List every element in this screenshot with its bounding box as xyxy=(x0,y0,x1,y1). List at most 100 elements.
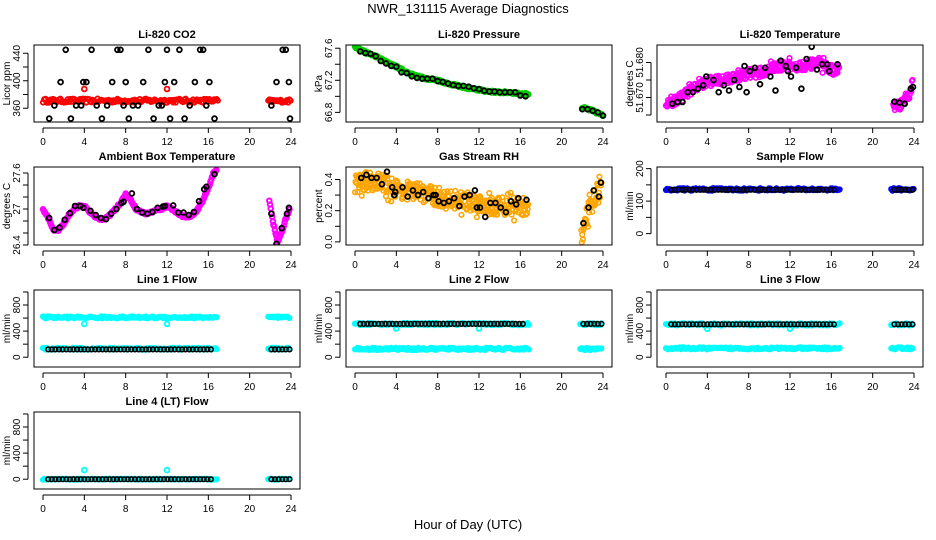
data-point-averages xyxy=(158,102,166,109)
data-point-outliers-cyan xyxy=(163,320,171,328)
x-tick-label: 16 xyxy=(826,382,838,393)
data-point-averages xyxy=(45,476,52,483)
data-point-averages xyxy=(758,321,765,328)
data-point-averages xyxy=(160,346,167,353)
x-tick-label: 16 xyxy=(203,382,215,393)
data-point-averages xyxy=(827,186,834,193)
y-tick-label: 0 xyxy=(635,354,646,360)
data-point-averages xyxy=(400,320,407,328)
data-point-averages xyxy=(432,191,439,199)
x-tick-label: 20 xyxy=(244,504,256,515)
data-point-averages xyxy=(77,476,84,483)
data-point-averages xyxy=(124,476,131,483)
data-point-averages xyxy=(816,321,823,328)
data-point-averages xyxy=(725,321,733,328)
data-point-averages xyxy=(909,83,917,91)
data-point-raw-high xyxy=(286,314,293,322)
data-point-averages xyxy=(436,320,443,328)
data-point-averages xyxy=(819,186,827,193)
data-point-averages xyxy=(139,78,147,86)
data-point-averages xyxy=(783,186,791,193)
data-point-averages xyxy=(704,186,711,193)
x-tick-label: 12 xyxy=(473,137,485,148)
data-point-raw xyxy=(441,188,448,195)
data-point-averages xyxy=(189,346,196,353)
data-point-averages xyxy=(686,186,693,193)
data-point-averages xyxy=(777,57,784,64)
data-point-averages xyxy=(733,321,740,328)
data-point-averages xyxy=(729,321,736,328)
plot-frame xyxy=(33,411,301,490)
data-point-averages xyxy=(124,346,131,353)
x-tick-label: 4 xyxy=(394,260,400,271)
data-point-averages xyxy=(45,115,53,122)
data-point-averages xyxy=(273,240,280,245)
data-point-averages xyxy=(157,346,164,353)
data-point-averages xyxy=(378,180,386,188)
data-point-averages xyxy=(150,115,157,122)
data-point-averages xyxy=(99,346,106,353)
data-point-averages xyxy=(471,187,479,194)
data-point-averages xyxy=(894,321,902,328)
data-point-averages xyxy=(594,109,602,116)
data-point-averages xyxy=(282,476,289,483)
y-tick-label: 440 xyxy=(12,44,23,61)
data-point-averages xyxy=(200,346,207,353)
data-point-averages xyxy=(378,320,386,328)
data-point-averages xyxy=(772,186,780,193)
y-tick-label: 0.2 xyxy=(324,203,335,217)
data-point-averages xyxy=(117,46,124,54)
data-point-averages xyxy=(282,346,289,353)
data-point-averages xyxy=(382,60,390,67)
y-axis-label: ml/min xyxy=(625,191,636,220)
data-point-averages xyxy=(751,321,758,328)
x-tick-label: 12 xyxy=(161,504,173,515)
data-point-averages xyxy=(694,85,702,92)
x-tick-label: 16 xyxy=(203,137,215,148)
y-tick-label: 400 xyxy=(12,322,23,339)
x-tick-label: 16 xyxy=(203,504,215,515)
y-tick-label: 51.670 xyxy=(635,82,646,113)
data-point-averages xyxy=(73,346,81,353)
x-tick-label: 16 xyxy=(515,382,527,393)
y-axis-label: percent xyxy=(314,189,325,223)
data-point-averages xyxy=(725,87,733,94)
data-point-raw xyxy=(436,184,443,191)
data-point-averages xyxy=(268,346,275,353)
data-point-averages xyxy=(279,476,286,483)
data-point-averages xyxy=(99,476,106,483)
data-point-raw-high xyxy=(836,320,843,327)
data-point-averages xyxy=(61,216,68,224)
panel-title: Gas Stream RH xyxy=(439,151,519,163)
x-tick-label: 0 xyxy=(40,260,46,271)
panel-title: Line 1 Flow xyxy=(137,274,197,286)
data-point-averages xyxy=(106,476,113,483)
data-point-averages xyxy=(798,186,805,193)
data-point-averages xyxy=(827,321,834,328)
data-point-averages xyxy=(473,204,481,211)
data-point-averages xyxy=(145,46,152,54)
data-point-averages xyxy=(176,46,183,54)
data-point-averages xyxy=(149,476,157,483)
data-point-averages xyxy=(70,346,77,353)
y-tick-label: 51.680 xyxy=(635,47,646,78)
data-point-averages xyxy=(80,204,87,212)
y-tick-label: 67.2 xyxy=(324,70,335,90)
plot-area xyxy=(351,168,605,245)
data-point-averages xyxy=(476,204,484,211)
data-point-averages xyxy=(512,320,519,328)
data-point-raw xyxy=(213,476,220,483)
data-point-averages xyxy=(440,320,447,328)
x-tick-label: 0 xyxy=(663,260,669,271)
data-point-averages xyxy=(805,186,812,193)
y-axis-label: ml/min xyxy=(625,314,636,343)
plot-frame xyxy=(33,289,301,368)
data-point-averages xyxy=(268,476,275,483)
x-tick-label: 8 xyxy=(123,382,129,393)
data-point-raw xyxy=(510,217,518,224)
x-tick-label: 0 xyxy=(40,504,46,515)
data-point-averages xyxy=(696,321,704,328)
